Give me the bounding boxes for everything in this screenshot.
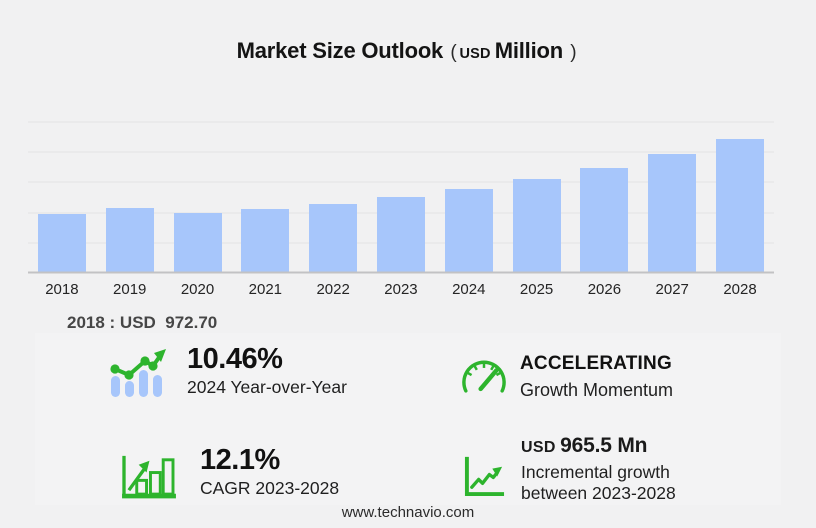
bar-2021 <box>241 209 290 273</box>
yoy-value: 10.46% <box>187 343 283 375</box>
bar-2027 <box>648 154 697 273</box>
cagr-label: CAGR 2023-2028 <box>200 478 340 499</box>
x-tick-label: 2027 <box>655 281 689 298</box>
bar-2022 <box>309 203 358 273</box>
incremental-label-line1: Incremental growth <box>521 462 670 482</box>
title-currency: USD <box>459 46 491 62</box>
incremental-value-line: USD 965.5 Mn <box>521 434 676 458</box>
bar-slot <box>28 122 96 273</box>
website-url: www.technavio.com <box>341 504 475 521</box>
gridline <box>28 151 774 153</box>
bar-slot <box>503 122 571 273</box>
bar-2026 <box>580 167 629 273</box>
x-tick-label: 2018 <box>45 281 79 298</box>
title-close-paren: ) <box>570 42 577 63</box>
stat-momentum: ACCELERATING Growth Momentum <box>462 353 674 402</box>
bar-slot <box>231 122 299 273</box>
speedometer-icon <box>462 358 506 402</box>
bar-slot <box>96 122 164 273</box>
bar-chart-growth-icon <box>120 450 177 504</box>
bar-slot <box>638 122 706 273</box>
chart-x-labels: 2018 2019 2020 2021 2022 2023 2024 2025 2026 2027… <box>28 281 774 298</box>
chart-plot-area <box>28 121 774 274</box>
x-tick-label: 2023 <box>384 281 418 298</box>
x-tick-label: 2024 <box>452 281 486 298</box>
bar-2024 <box>444 189 493 273</box>
bar-slot <box>367 122 435 273</box>
x-tick-label: 2025 <box>519 281 554 298</box>
x-tick-label: 2026 <box>587 281 622 298</box>
x-axis-line <box>28 271 774 274</box>
stat-yoy: 10.46% 2024 Year-over-Year <box>107 344 347 403</box>
stat-cagr: 12.1% CAGR 2023-2028 <box>120 445 339 504</box>
bars-trendline-icon <box>107 349 170 403</box>
chart-title: Market Size Outlook (USD Million ) <box>0 38 816 64</box>
line-chart-arrow-icon <box>462 454 507 502</box>
title-open-paren: ( <box>450 42 457 63</box>
bar-slot <box>164 122 232 273</box>
incremental-label-line2: between 2023-2028 <box>521 482 676 503</box>
bar-slot <box>299 122 367 273</box>
bar-slot <box>706 122 774 273</box>
x-tick-label: 2020 <box>180 281 215 298</box>
bar-2025 <box>512 179 561 273</box>
bar-2019 <box>105 208 154 273</box>
bar-2028 <box>716 138 765 273</box>
x-tick-label: 2022 <box>316 281 350 298</box>
bar-2020 <box>173 213 222 273</box>
bar-slot <box>435 122 503 273</box>
bar-slot <box>571 122 639 273</box>
gridline <box>28 181 774 183</box>
incremental-value-prefix: USD <box>521 439 556 456</box>
momentum-label: Growth Momentum <box>520 379 674 400</box>
x-tick-label: 2019 <box>113 281 147 298</box>
x-tick-label: 2021 <box>248 281 283 298</box>
momentum-value: ACCELERATING <box>520 353 672 374</box>
x-tick-label: 2028 <box>723 281 757 298</box>
bar-2018 <box>37 214 86 273</box>
title-main: Market Size Outlook <box>236 38 444 63</box>
title-unit: Million <box>494 38 563 63</box>
incremental-value: 965.5 Mn <box>560 434 648 457</box>
bar-2023 <box>376 197 425 273</box>
cagr-value: 12.1% <box>200 444 280 476</box>
stat-incremental: USD 965.5 Mn Incremental growth between … <box>462 434 676 503</box>
base-year-annotation: 2018 : USD 972.70 <box>67 313 218 332</box>
chart-bars <box>28 122 774 273</box>
gridline <box>28 121 774 123</box>
yoy-label: 2024 Year-over-Year <box>187 377 347 398</box>
